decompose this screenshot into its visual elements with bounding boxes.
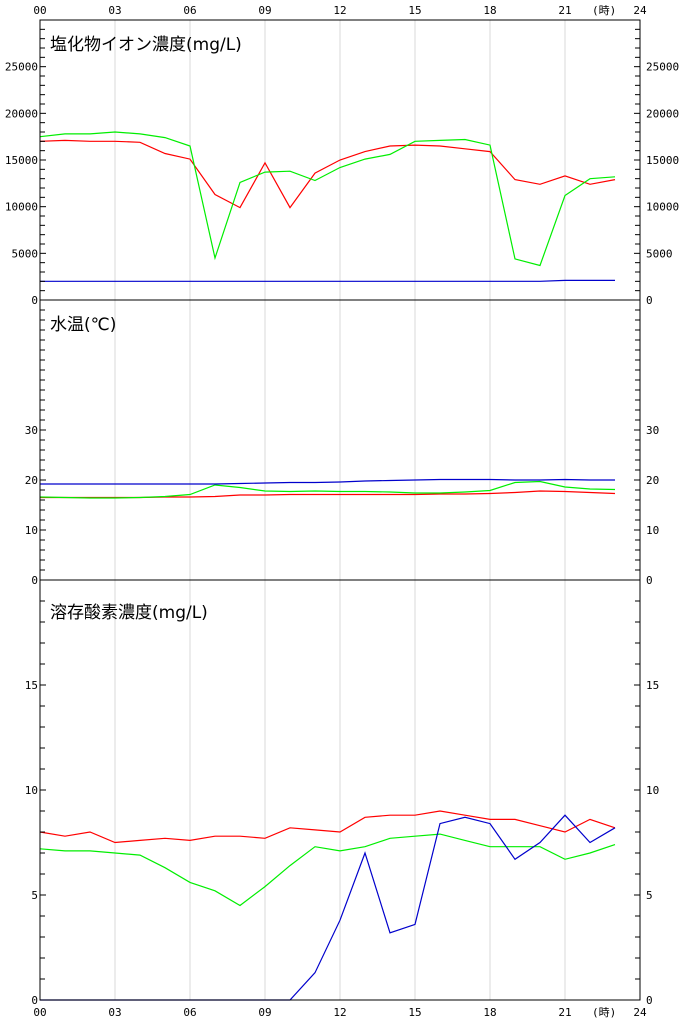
x-unit-label-top: (時): [592, 4, 616, 17]
y-tick-label-right: 5000: [646, 247, 673, 260]
y-tick-label-left: 10: [25, 524, 38, 537]
x-tick-label-top: 21: [558, 4, 571, 17]
y-tick-label-right: 0: [646, 574, 653, 587]
y-tick-label-right: 10: [646, 784, 659, 797]
x-tick-label-bottom: 18: [483, 1006, 496, 1019]
x-tick-label-top: 03: [108, 4, 121, 17]
y-tick-label-left: 20: [25, 474, 38, 487]
x-tick-label-top: 06: [183, 4, 196, 17]
x-tick-label-bottom: 00: [33, 1006, 46, 1019]
y-tick-label-right: 0: [646, 294, 653, 307]
x-tick-label-bottom: 12: [333, 1006, 346, 1019]
x-tick-label-bottom: 06: [183, 1006, 196, 1019]
y-tick-label-right: 25000: [646, 61, 679, 74]
y-tick-label-left: 5000: [12, 247, 39, 260]
x-unit-label-bottom: (時): [592, 1006, 616, 1019]
x-tick-label-top: 18: [483, 4, 496, 17]
x-tick-label-bottom: 24: [633, 1006, 647, 1019]
y-tick-label-left: 10000: [5, 201, 38, 214]
series-line: [39, 480, 616, 499]
y-tick-label-right: 10: [646, 524, 659, 537]
y-tick-label-left: 0: [31, 574, 38, 587]
label-layer: 塩化物イオン濃度(mg/L) 水温(℃) 溶存酸素濃度(mg/L) (時) (時…: [5, 4, 679, 1019]
y-tick-label-left: 15000: [5, 154, 38, 167]
y-tick-label-right: 20000: [646, 107, 679, 120]
series-line: [39, 139, 616, 209]
x-tick-label-top: 24: [633, 4, 647, 17]
y-tick-label-left: 10: [25, 784, 38, 797]
series-line: [39, 131, 616, 267]
x-tick-label-bottom: 09: [258, 1006, 271, 1019]
series-line: [40, 814, 616, 1001]
y-tick-label-left: 0: [31, 294, 38, 307]
y-tick-label-left: 15: [25, 679, 38, 692]
y-tick-label-left: 25000: [5, 61, 38, 74]
y-tick-label-right: 5: [646, 889, 653, 902]
y-tick-label-right: 20: [646, 474, 659, 487]
y-tick-label-right: 15000: [646, 154, 679, 167]
y-tick-label-left: 0: [31, 994, 38, 1007]
x-tick-label-bottom: 21: [558, 1006, 571, 1019]
frame-layer: [39, 19, 641, 1001]
x-tick-label-bottom: 15: [408, 1006, 421, 1019]
grid-layer: [114, 20, 566, 1000]
x-tick-label-top: 09: [258, 4, 271, 17]
x-tick-label-top: 15: [408, 4, 421, 17]
y-tick-label-right: 15: [646, 679, 659, 692]
series-line: [39, 810, 616, 844]
series-line: [40, 279, 615, 282]
y-tick-label-left: 30: [25, 424, 38, 437]
x-tick-label-top: 00: [33, 4, 46, 17]
series-line: [40, 490, 616, 499]
y-tick-label-left: 20000: [5, 107, 38, 120]
y-tick-label-left: 5: [31, 889, 38, 902]
panel-frame: [39, 579, 641, 1001]
panel-title-chloride: 塩化物イオン濃度(mg/L): [50, 35, 242, 55]
y-tick-label-right: 0: [646, 994, 653, 1007]
y-tick-label-right: 10000: [646, 201, 679, 214]
panel-title-dissolved-oxygen: 溶存酸素濃度(mg/L): [50, 603, 208, 623]
series-layer: [39, 131, 616, 1001]
panel-title-water-temp: 水温(℃): [50, 315, 116, 335]
series-line: [39, 833, 616, 907]
series-line: [40, 478, 615, 485]
x-tick-label-bottom: 03: [108, 1006, 121, 1019]
y-tick-label-right: 30: [646, 424, 659, 437]
x-tick-label-top: 12: [333, 4, 346, 17]
